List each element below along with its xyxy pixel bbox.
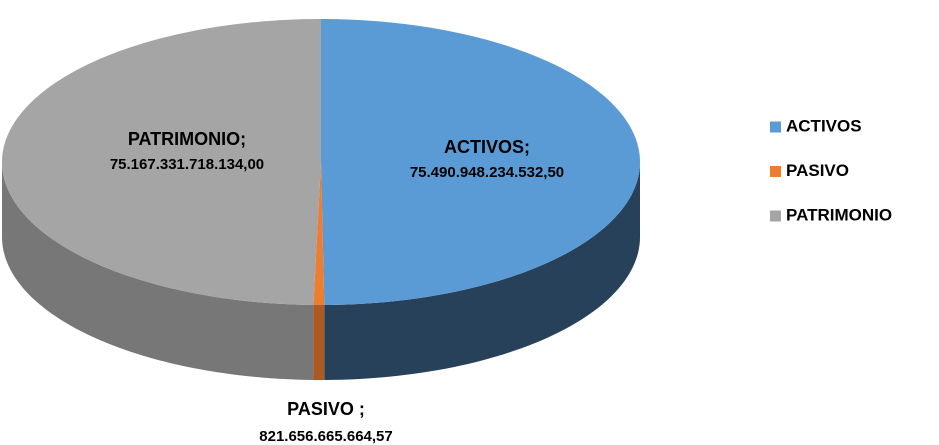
data-label-name: ACTIVOS;	[444, 137, 530, 157]
legend-label: ACTIVOS	[786, 116, 862, 135]
data-label-value: 75.167.331.718.134,00	[110, 156, 264, 173]
legend-label: PASIVO	[786, 161, 849, 180]
legend-swatch	[770, 210, 781, 222]
data-label-value: 821.656.665.664,57	[259, 428, 392, 445]
slice-side	[2, 162, 314, 380]
slice-side	[313, 304, 325, 380]
slice	[321, 19, 640, 305]
slice	[313, 162, 325, 305]
data-label-value: 75.490.948.234.532,50	[410, 164, 564, 181]
legend-swatch	[770, 121, 781, 133]
legend-label: PATRIMONIO	[786, 205, 892, 224]
data-label-name: PATRIMONIO;	[128, 129, 246, 149]
slice-side	[324, 162, 640, 380]
legend-swatch	[770, 166, 781, 177]
slice	[2, 19, 321, 305]
data-label-name: PASIVO ;	[287, 399, 365, 419]
